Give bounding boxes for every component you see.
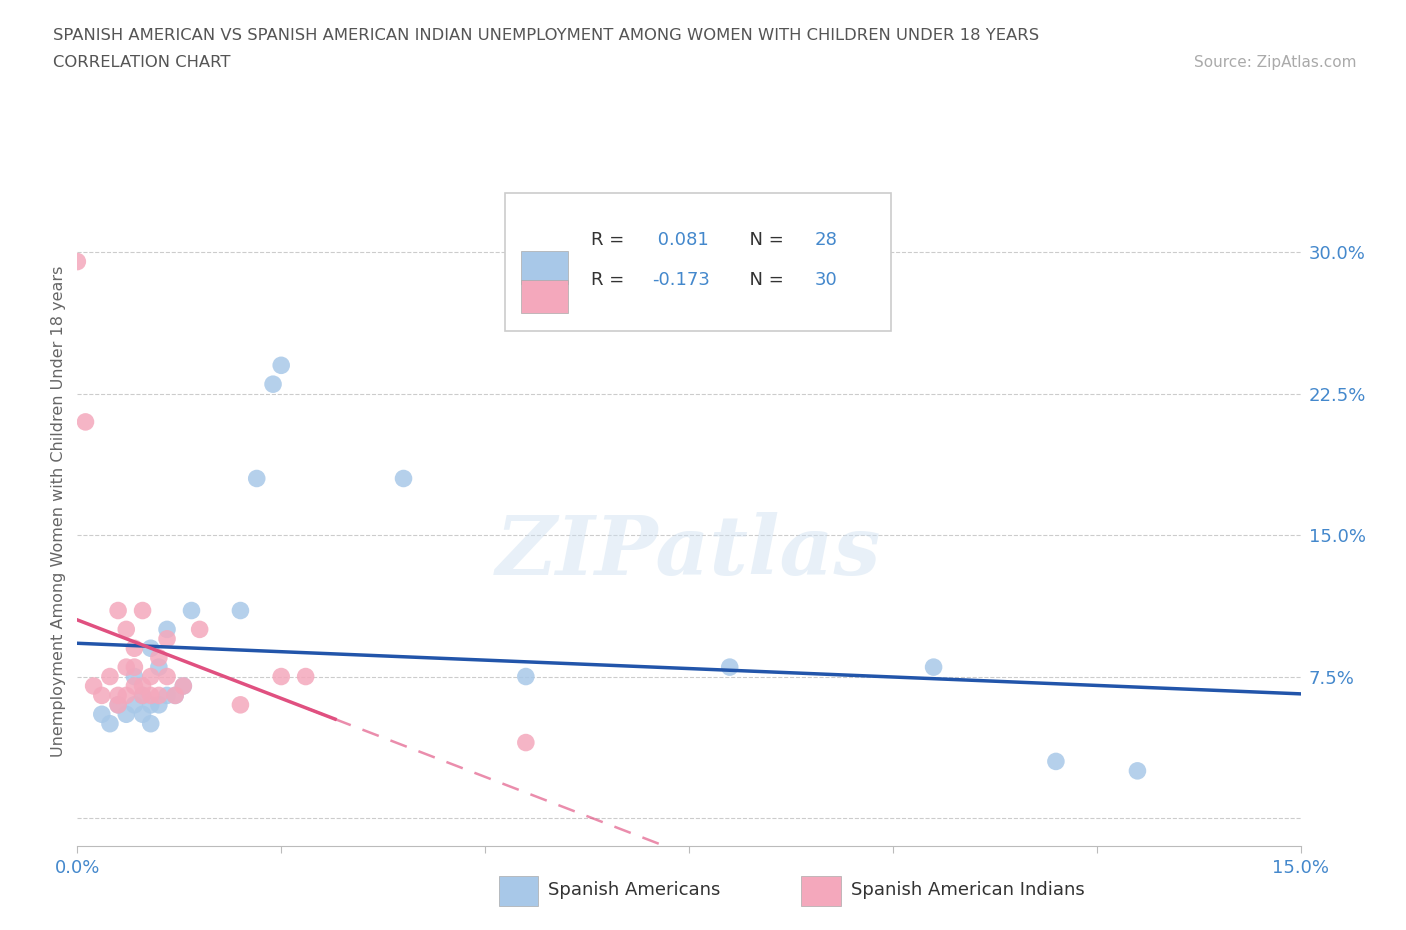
Point bbox=[172, 679, 194, 694]
Text: Source: ZipAtlas.com: Source: ZipAtlas.com bbox=[1194, 55, 1357, 70]
Point bbox=[718, 659, 741, 674]
Text: N =: N = bbox=[738, 232, 789, 249]
Text: Spanish American Indians: Spanish American Indians bbox=[851, 882, 1084, 899]
Point bbox=[246, 472, 269, 486]
Text: 0.081: 0.081 bbox=[652, 232, 709, 249]
Point bbox=[165, 688, 187, 703]
Point bbox=[922, 659, 945, 674]
Bar bbox=[499, 876, 538, 906]
Text: Spanish Americans: Spanish Americans bbox=[548, 882, 721, 899]
Point bbox=[165, 688, 187, 703]
Point bbox=[124, 641, 146, 656]
Point bbox=[156, 622, 179, 637]
Text: 28: 28 bbox=[815, 232, 838, 249]
Text: CORRELATION CHART: CORRELATION CHART bbox=[53, 55, 231, 70]
Text: SPANISH AMERICAN VS SPANISH AMERICAN INDIAN UNEMPLOYMENT AMONG WOMEN WITH CHILDR: SPANISH AMERICAN VS SPANISH AMERICAN IND… bbox=[53, 28, 1039, 43]
Bar bbox=[522, 280, 568, 312]
Point bbox=[124, 669, 146, 684]
Point bbox=[90, 688, 112, 703]
Point bbox=[156, 688, 179, 703]
Point bbox=[124, 659, 146, 674]
Bar bbox=[522, 251, 568, 284]
Point bbox=[188, 622, 211, 637]
Point bbox=[139, 641, 162, 656]
Text: 30: 30 bbox=[815, 272, 838, 289]
Point bbox=[107, 698, 129, 712]
Point bbox=[107, 688, 129, 703]
Text: ZIPatlas: ZIPatlas bbox=[496, 512, 882, 591]
Point bbox=[107, 603, 129, 618]
Point bbox=[148, 650, 170, 665]
Text: R =: R = bbox=[591, 232, 630, 249]
Point bbox=[131, 688, 153, 703]
Text: R =: R = bbox=[591, 272, 630, 289]
Point bbox=[115, 659, 138, 674]
Point bbox=[148, 659, 170, 674]
Point bbox=[115, 688, 138, 703]
Point bbox=[180, 603, 202, 618]
Point bbox=[156, 631, 179, 646]
Point bbox=[124, 698, 146, 712]
Point bbox=[66, 254, 89, 269]
Point bbox=[115, 622, 138, 637]
Point bbox=[124, 679, 146, 694]
Point bbox=[131, 688, 153, 703]
Point bbox=[90, 707, 112, 722]
Point bbox=[139, 698, 162, 712]
Point bbox=[229, 603, 252, 618]
Point bbox=[139, 716, 162, 731]
Point bbox=[229, 698, 252, 712]
Point bbox=[515, 735, 537, 750]
Point bbox=[131, 707, 153, 722]
Point bbox=[139, 688, 162, 703]
Point bbox=[515, 669, 537, 684]
Point bbox=[1045, 754, 1067, 769]
Point bbox=[75, 415, 97, 430]
FancyBboxPatch shape bbox=[506, 193, 891, 331]
Point bbox=[294, 669, 316, 684]
Text: -0.173: -0.173 bbox=[652, 272, 710, 289]
Point bbox=[139, 669, 162, 684]
Point bbox=[148, 698, 170, 712]
Point bbox=[156, 669, 179, 684]
Point bbox=[131, 679, 153, 694]
Point bbox=[262, 377, 284, 392]
Point bbox=[98, 669, 121, 684]
Point bbox=[172, 679, 194, 694]
Point bbox=[98, 716, 121, 731]
Point bbox=[83, 679, 105, 694]
Text: N =: N = bbox=[738, 272, 789, 289]
Point bbox=[148, 688, 170, 703]
Point bbox=[270, 358, 292, 373]
Bar bbox=[801, 876, 841, 906]
Point bbox=[131, 603, 153, 618]
Y-axis label: Unemployment Among Women with Children Under 18 years: Unemployment Among Women with Children U… bbox=[51, 266, 66, 757]
Point bbox=[115, 707, 138, 722]
Point bbox=[1126, 764, 1149, 778]
Point bbox=[270, 669, 292, 684]
Point bbox=[392, 472, 415, 486]
Point bbox=[107, 698, 129, 712]
